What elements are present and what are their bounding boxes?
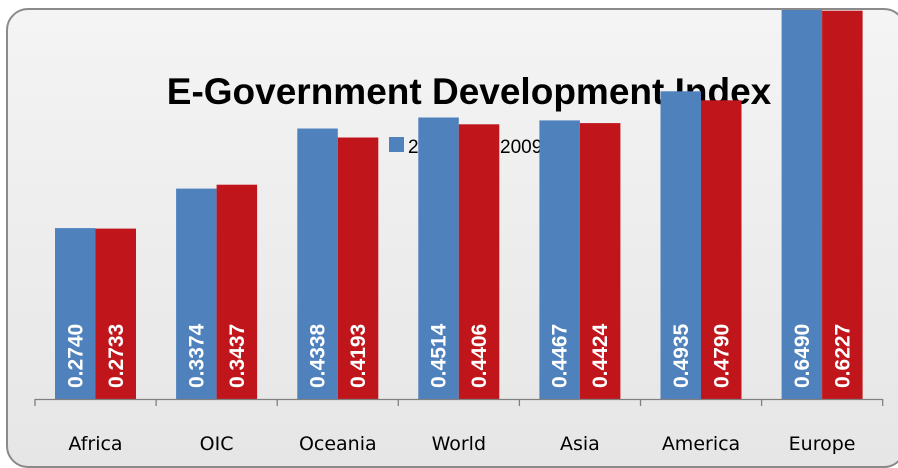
category-label-world: World (432, 433, 486, 455)
bar-2009-america (701, 100, 742, 400)
bar-2007-world (418, 117, 459, 399)
category-label-africa: Africa (68, 433, 122, 455)
bar-2009-europe (822, 10, 863, 399)
chart-svg: E-Government Development Index 2007 2009… (34, 10, 884, 455)
data-label-2007-america: 0.4935 (670, 323, 693, 388)
data-label-2007-oceania: 0.4338 (307, 323, 330, 388)
bars-group: 0.2740 0.2733 0.3374 0.3437 0.4338 0.4193 0.45… (55, 10, 863, 400)
bar-2009-oceania (337, 137, 379, 399)
legend-swatch-2007 (389, 137, 404, 152)
data-label-2007-asia: 0.4467 (549, 324, 572, 388)
category-label-oceania: Oceania (299, 433, 377, 455)
data-label-2009-africa: 0.2733 (105, 324, 128, 388)
bar-2007-africa (55, 228, 96, 399)
data-label-2009-world: 0.4406 (468, 324, 491, 388)
data-label-2009-america: 0.4790 (710, 324, 733, 388)
data-label-2009-oic: 0.3437 (226, 324, 249, 388)
data-label-2009-oceania: 0.4193 (347, 324, 370, 388)
data-label-2007-oic: 0.3374 (185, 323, 208, 388)
category-label-oic: OIC (200, 433, 234, 455)
bar-2007-oic (176, 188, 217, 399)
bar-2007-asia (539, 120, 580, 400)
bar-2007-america (660, 91, 701, 400)
data-label-2007-africa: 0.2740 (64, 324, 87, 388)
data-label-2007-europe: 0.6490 (791, 324, 814, 388)
bar-2009-asia (579, 123, 621, 399)
bar-2009-world (458, 124, 500, 400)
chart-frame: E-Government Development Index 2007 2009… (6, 8, 898, 468)
data-label-2009-asia: 0.4424 (589, 323, 612, 388)
category-label-america: America (662, 433, 740, 455)
data-label-2007-world: 0.4514 (428, 323, 451, 388)
category-labels: Africa OIC Oceania World Asia America Europe (68, 433, 855, 455)
legend-label-2009: 2009 (500, 137, 542, 158)
bar-2009-oic (216, 184, 258, 399)
category-label-asia: Asia (560, 433, 600, 455)
data-label-2009-europe: 0.6227 (831, 324, 854, 388)
x-axis (34, 398, 884, 406)
bar-2007-europe (781, 10, 823, 400)
bar-2009-africa (95, 228, 136, 399)
bar-2007-oceania (297, 128, 338, 399)
category-label-europe: Europe (789, 433, 856, 455)
